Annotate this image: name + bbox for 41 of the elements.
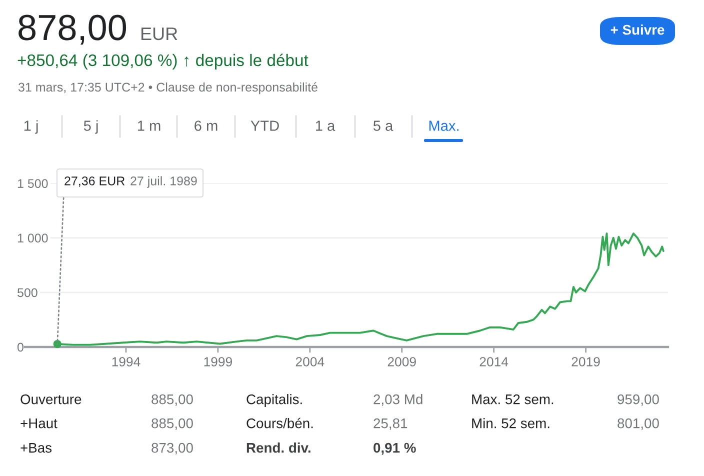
text: 885,00 <box>152 418 193 430</box>
x-tick-label: 2019 <box>572 357 600 366</box>
text: 25,81 <box>374 418 408 430</box>
x-tick-label: 2009 <box>388 357 416 366</box>
text: + Suivre <box>610 24 664 35</box>
text: 1 a <box>316 120 336 131</box>
y-tick-label: 500 <box>18 288 38 298</box>
text: Min. 52 sem. <box>472 418 550 428</box>
text: 959,00 <box>618 394 659 406</box>
text: 5 a <box>373 120 394 131</box>
text: Ouverture <box>20 394 82 404</box>
text: 6 m <box>194 120 218 131</box>
y-tick-label: 0 <box>17 342 24 352</box>
text: 1 m <box>138 120 160 131</box>
text: 0,91 % <box>374 442 416 455</box>
y-tick-label: 1 500 <box>18 179 48 188</box>
x-tick-label: 1994 <box>112 357 140 366</box>
x-tick-label: 2014 <box>480 357 508 366</box>
text: 873,00 <box>152 442 193 454</box>
text: Max. <box>429 120 458 131</box>
text: Max. 52 sem. <box>472 394 554 404</box>
text: 2,03 Md <box>374 394 422 406</box>
x-tick-label: 1999 <box>204 357 232 366</box>
annotation: 27 juil. 1989 <box>130 176 197 188</box>
annotation: 27,36 EUR <box>64 176 125 187</box>
text: EUR <box>141 28 178 40</box>
chart-subtitle: +850,64 (3 109,06 %) ↑ depuis le début <box>18 54 308 70</box>
text: 1 j <box>24 120 38 134</box>
text: 885,00 <box>152 394 193 406</box>
text: 801,00 <box>618 418 659 430</box>
text: Rend. div. <box>246 442 310 453</box>
y-tick-label: 1 000 <box>18 234 48 243</box>
text: 5 j <box>84 120 98 134</box>
text: Cours/bén. <box>246 418 313 428</box>
x-tick-label: 2004 <box>296 357 324 366</box>
text: Capitalis. <box>246 394 302 407</box>
text: 31 mars, 17:35 UTC+2 • Clause de non-responsabilité <box>18 82 318 94</box>
text: YTD <box>250 120 279 131</box>
text: +Haut <box>20 418 58 428</box>
chart-title: 878,00 <box>18 14 126 45</box>
text: +Bas <box>20 443 52 453</box>
